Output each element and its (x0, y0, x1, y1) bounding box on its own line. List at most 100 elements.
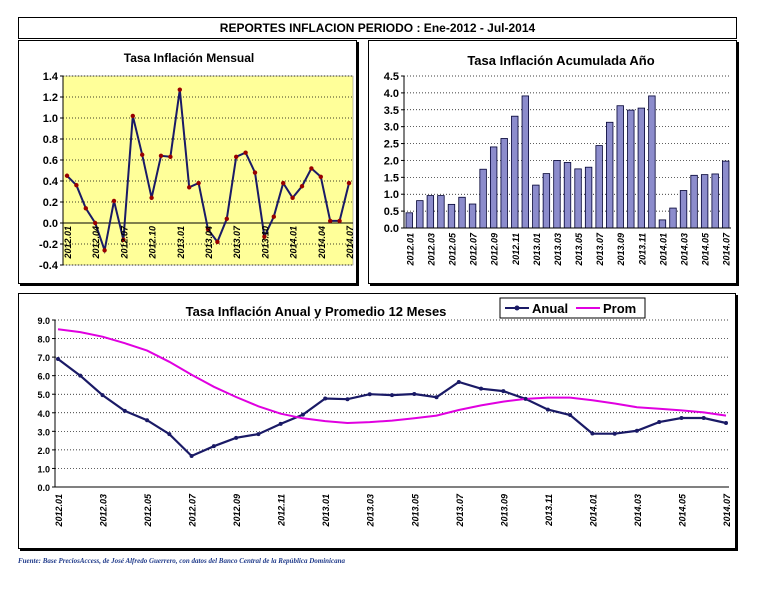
prom-series-line (57, 328, 727, 425)
anual-data-point (211, 444, 216, 449)
report-title: REPORTES INFLACION PERIODO : Ene-2012 - … (18, 17, 737, 39)
data-point (224, 216, 229, 221)
y-tick-label: 1.0 (37, 464, 50, 474)
bar (405, 212, 413, 229)
y-tick-label: 0.0 (37, 483, 50, 493)
bar (489, 146, 498, 229)
y-tick-label: 2.0 (37, 446, 50, 456)
x-tick-label: 2014.01 (588, 494, 598, 528)
anual-data-point (479, 386, 484, 391)
x-tick-label: 2013.04 (204, 226, 214, 260)
data-point (346, 180, 352, 186)
y-tick-label: 2.0 (384, 155, 399, 167)
accumulated-inflation-chart: Tasa Inflación Acumulada Año 4.5 4.0 3.5 3.… (384, 53, 732, 267)
bar (679, 190, 688, 229)
data-point (215, 239, 220, 245)
x-tick-label: 2013.03 (366, 494, 376, 528)
data-point (262, 234, 267, 239)
y-tick-label: 0.5 (384, 206, 399, 218)
y-tick-label: 0.0 (384, 223, 399, 235)
y-tick-label: 4.5 (384, 71, 399, 83)
bar (606, 121, 614, 229)
data-point (83, 206, 89, 211)
x-tick-label: 2012.05 (447, 232, 457, 267)
y-tick-label: 4.0 (37, 409, 50, 419)
x-tick-label: 2013.07 (455, 493, 465, 528)
anual-data-point (278, 421, 283, 426)
x-tick-label: 2013.03 (553, 233, 563, 267)
data-point (102, 248, 107, 253)
bar (700, 174, 709, 229)
x-tick-label: 2012.09 (232, 494, 242, 528)
x-tick-label: 2012.01 (54, 494, 64, 528)
anual-data-point (545, 407, 550, 412)
bar (574, 168, 582, 229)
y-tick-label: 2.5 (384, 139, 399, 151)
bar (479, 168, 487, 229)
bar (511, 115, 519, 229)
bar (669, 207, 677, 229)
bar (416, 200, 424, 229)
y-tick-label: 1.0 (384, 189, 399, 201)
x-tick-label: 2012.10 (148, 226, 158, 260)
bar (426, 195, 435, 229)
data-point (140, 152, 145, 157)
anual-data-point (78, 373, 83, 378)
x-tick-label: 2013.01 (532, 233, 542, 267)
anual-data-point (122, 408, 127, 413)
x-tick-label: 2012.01 (405, 233, 415, 267)
x-tick-label: 2013.09 (499, 494, 509, 528)
data-point (234, 154, 239, 160)
x-tick-label: 2012.07 (469, 232, 479, 267)
y-tick-label: 1.4 (43, 71, 59, 83)
x-tick-label: 2014.05 (677, 493, 687, 528)
x-tick-label: 2014.04 (317, 226, 327, 260)
y-tick-label: 5.0 (37, 390, 50, 400)
y-tick-label: -0.4 (39, 260, 59, 272)
anual-data-point (590, 431, 595, 436)
anual-data-point (412, 392, 417, 397)
y-tick-label: 8.0 (37, 335, 50, 345)
y-tick-label: 0.8 (43, 134, 58, 146)
data-point (149, 195, 154, 200)
x-tick-label: 2013.11 (637, 233, 647, 266)
x-tick-label: 2012.07 (119, 225, 129, 260)
data-point (111, 198, 117, 204)
data-point (243, 150, 248, 155)
x-tick-label: 2014.03 (633, 494, 643, 528)
x-tick-label: 2012.01 (63, 226, 73, 260)
legend-prom-label: Prom (603, 301, 636, 316)
data-point (187, 185, 192, 190)
annual-inflation-chart: Tasa Inflación Anual y Promedio 12 Meses… (37, 297, 732, 528)
anual-data-point (323, 396, 328, 401)
legend-anual-marker (514, 305, 520, 311)
x-tick-label: 2014.07 (722, 493, 732, 528)
bar (542, 173, 551, 229)
data-point (177, 87, 182, 92)
y-tick-label: -0.2 (39, 239, 58, 251)
data-point (158, 153, 164, 158)
anual-data-point (167, 432, 172, 437)
plot-area (55, 320, 729, 487)
accumulated-inflation-chart-panel: Tasa Inflación Acumulada Año 4.5 4.0 3.5 3.… (368, 40, 737, 284)
data-point (328, 218, 333, 224)
bar (458, 196, 466, 229)
y-tick-label: 3.0 (37, 427, 50, 437)
anual-data-point (679, 415, 684, 420)
anual-data-point (657, 420, 662, 425)
x-tick-label: 2012.09 (490, 233, 500, 267)
y-tick-label: 3.0 (384, 122, 399, 134)
bar (500, 138, 508, 229)
bar (711, 173, 719, 229)
monthly-inflation-chart: Tasa Inflación Mensual 1.4 1.2 1.0 0.8 0.6 0.… (39, 51, 355, 272)
data-point (130, 113, 135, 119)
data-point (93, 220, 98, 226)
data-point (281, 180, 286, 186)
anual-data-point (724, 420, 728, 425)
bar (627, 109, 635, 229)
anual-data-point (189, 454, 194, 459)
data-point (299, 184, 305, 189)
bar (648, 95, 656, 229)
y-tick-label: 7.0 (37, 353, 50, 363)
x-tick-label: 2013.09 (616, 233, 626, 267)
